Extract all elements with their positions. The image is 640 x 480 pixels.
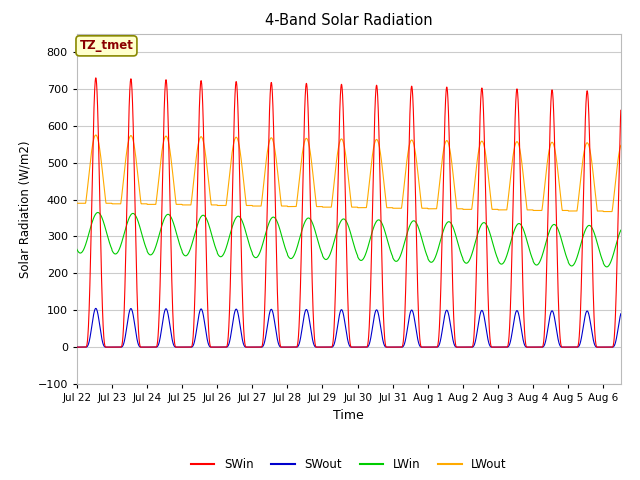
LWin	[399, 245, 407, 251]
Line: SWin: SWin	[77, 78, 621, 347]
X-axis label: Time: Time	[333, 408, 364, 421]
SWin	[427, 344, 435, 350]
LWout	[617, 143, 625, 148]
SWin	[172, 344, 180, 350]
Legend: SWin, SWout, LWin, LWout: SWin, SWout, LWin, LWout	[186, 454, 511, 476]
LWout	[281, 203, 289, 209]
LWin	[479, 220, 486, 226]
LWout	[92, 132, 100, 138]
SWin	[92, 75, 100, 81]
LWout	[479, 139, 486, 145]
LWout	[600, 209, 607, 215]
Y-axis label: Solar Radiation (W/m2): Solar Radiation (W/m2)	[19, 140, 32, 277]
Line: LWout: LWout	[77, 135, 621, 212]
LWin	[94, 210, 102, 216]
LWin	[603, 264, 611, 270]
SWout	[617, 311, 625, 317]
LWout	[73, 200, 81, 206]
LWin	[281, 244, 289, 250]
LWin	[427, 259, 435, 265]
LWout	[520, 181, 528, 187]
SWout	[92, 305, 100, 311]
SWout	[520, 341, 528, 347]
SWin	[399, 340, 407, 346]
SWin	[281, 344, 289, 350]
SWin	[520, 321, 528, 327]
SWin	[617, 108, 625, 113]
SWout	[73, 344, 81, 350]
Text: TZ_tmet: TZ_tmet	[79, 39, 133, 52]
SWin	[73, 344, 81, 350]
LWout	[427, 206, 435, 212]
LWin	[520, 228, 528, 234]
SWout	[399, 344, 407, 349]
LWout	[399, 192, 407, 198]
LWin	[172, 228, 180, 233]
LWin	[73, 246, 81, 252]
SWin	[479, 93, 486, 99]
LWin	[617, 228, 625, 233]
Line: LWin: LWin	[77, 213, 621, 267]
Line: SWout: SWout	[77, 308, 621, 347]
Title: 4-Band Solar Radiation: 4-Band Solar Radiation	[265, 13, 433, 28]
SWout	[281, 344, 289, 350]
LWout	[172, 198, 180, 204]
SWout	[427, 344, 435, 350]
SWout	[479, 309, 486, 314]
SWout	[172, 344, 180, 350]
